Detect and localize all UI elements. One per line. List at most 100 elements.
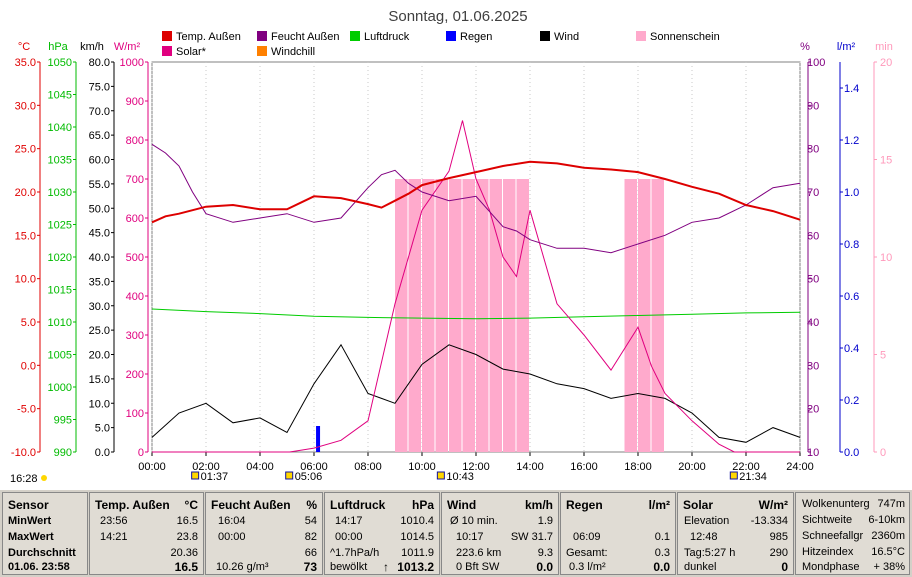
legend-label: Feucht Außen bbox=[271, 31, 340, 43]
wind-dist-avg: 9.3 bbox=[537, 547, 553, 559]
temp-avg: 20.36 bbox=[170, 547, 198, 559]
pressure-min-time: 14:17 bbox=[335, 515, 363, 527]
time-tick-label: 22:00 bbox=[732, 461, 760, 473]
tick-label: 20 bbox=[807, 404, 819, 416]
wind-title: Wind bbox=[447, 498, 477, 512]
tick-label: 700 bbox=[126, 174, 144, 186]
pressure-current: 1013.2 bbox=[397, 560, 434, 574]
tick-label: 0.0 bbox=[21, 360, 36, 372]
rain-val: 0.1 bbox=[654, 531, 670, 543]
legend-label: Wind bbox=[554, 31, 579, 43]
row-min-label: MinWert bbox=[8, 515, 52, 527]
tick-label: 65.0 bbox=[89, 130, 110, 142]
tick-label: 0.6 bbox=[844, 291, 859, 303]
solar-current: 0 bbox=[781, 560, 788, 574]
temp-current: 16.5 bbox=[174, 560, 198, 574]
info-label: Sichtweite bbox=[802, 514, 853, 526]
wind-gust-time: 10:17 bbox=[456, 531, 484, 543]
tick-label: 1015 bbox=[48, 285, 72, 297]
legend-label: Luftdruck bbox=[364, 31, 410, 43]
legend-swatch bbox=[540, 31, 550, 41]
tick-label: 80.0 bbox=[89, 57, 110, 69]
moon-phase-marker-label: 10:43 bbox=[446, 471, 474, 483]
info-box: Wolkenunterg 747m Sichtweite 6-10km Schnee… bbox=[795, 492, 910, 575]
pressure-max-time: 00:00 bbox=[335, 531, 363, 543]
time-tick-label: 20:00 bbox=[678, 461, 706, 473]
time-tick-label: 18:00 bbox=[624, 461, 652, 473]
solar-elev: -13.334 bbox=[750, 515, 788, 527]
tick-label: 5.0 bbox=[21, 317, 36, 329]
tick-label: 45.0 bbox=[89, 228, 110, 240]
bars-layer bbox=[316, 179, 664, 452]
tick-label: 25.0 bbox=[15, 144, 36, 156]
series-line bbox=[151, 343, 801, 443]
rain-unit: l/m² bbox=[837, 41, 856, 53]
time-tick-label: 12:00 bbox=[462, 461, 490, 473]
legend: Temp. Außen Feucht Außen Luftdruck Regen Win… bbox=[162, 31, 720, 58]
tick-label: 20.0 bbox=[89, 350, 110, 362]
rain-total: 0.3 bbox=[654, 547, 670, 559]
humidity-box: Feucht Außen% 16:04 54 00:00 82 66 10.26 g… bbox=[205, 492, 323, 575]
tick-label: 200 bbox=[126, 369, 144, 381]
pressure-avg: 1011.9 bbox=[401, 547, 434, 559]
tick-label: 40 bbox=[807, 317, 819, 329]
time-tick-label: 04:00 bbox=[246, 461, 274, 473]
solar-val: 985 bbox=[769, 531, 788, 543]
tick-label: 70.0 bbox=[89, 106, 110, 118]
tick-label: 10.0 bbox=[15, 274, 36, 286]
tick-label: 100 bbox=[807, 57, 825, 69]
tick-label: 400 bbox=[126, 291, 144, 303]
solar-day-label: Tag:5:27 h bbox=[684, 547, 736, 559]
sunset-marker-icon bbox=[729, 471, 738, 480]
tick-label: 1005 bbox=[48, 350, 72, 362]
legend-swatch bbox=[446, 31, 456, 41]
pressure-max: 1014.5 bbox=[400, 531, 434, 543]
pressure-title: Luftdruck bbox=[330, 498, 386, 512]
time-tick-label: 06:00 bbox=[300, 461, 328, 473]
info-label: Wolkenunterg bbox=[802, 498, 870, 510]
tick-label: 1000 bbox=[48, 382, 72, 394]
tick-label: 1035 bbox=[48, 155, 72, 167]
tick-label: 1020 bbox=[48, 252, 72, 264]
humidity-unit: % bbox=[306, 498, 317, 512]
sunshine-unit: min bbox=[875, 41, 893, 53]
tick-label: 60.0 bbox=[89, 155, 110, 167]
time-tick-label: 16:00 bbox=[570, 461, 598, 473]
tick-label: 15.0 bbox=[89, 374, 110, 386]
tick-label: -10.0 bbox=[11, 447, 36, 459]
temp-unit: °C bbox=[184, 498, 198, 512]
wind-unit: km/h bbox=[524, 498, 553, 512]
humidity-title: Feucht Außen bbox=[211, 498, 291, 512]
solar-elev-label: Elevation bbox=[684, 515, 730, 527]
tick-label: 20.0 bbox=[15, 187, 36, 199]
tick-label: 1000 bbox=[120, 57, 144, 69]
series-line bbox=[151, 143, 801, 254]
sunset-marker-label: 21:34 bbox=[739, 471, 767, 483]
moonrise-marker-label: 01:37 bbox=[201, 471, 229, 483]
sensor-box: Sensor MinWert MaxWert Durchschnitt 01.0… bbox=[2, 492, 88, 575]
humidity-max: 82 bbox=[304, 531, 317, 543]
tick-label: 10.0 bbox=[89, 398, 110, 410]
solar-box: Solar W/m² Elevation -13.334 12:48 985 Tag:… bbox=[677, 492, 794, 575]
legend-label: Sonnenschein bbox=[650, 31, 720, 43]
tick-label: 1045 bbox=[48, 90, 72, 102]
sunshine-bar bbox=[395, 179, 408, 452]
sunshine-bar bbox=[503, 179, 516, 452]
row-avg-label: Durchschnitt bbox=[8, 547, 76, 559]
row-max-label: MaxWert bbox=[8, 531, 54, 543]
tick-label: 600 bbox=[126, 213, 144, 225]
solar-day-val: 290 bbox=[769, 547, 788, 559]
pressure-trend: ^1.7hPa/h bbox=[330, 547, 380, 559]
tick-label: 15 bbox=[880, 155, 892, 167]
wind-current: 0.0 bbox=[536, 560, 553, 574]
temp-unit: °C bbox=[18, 41, 30, 53]
sensor-title: Sensor bbox=[8, 498, 49, 512]
tick-label: 15.0 bbox=[15, 230, 36, 242]
tick-label: 10 bbox=[880, 252, 892, 264]
tick-label: 35.0 bbox=[89, 276, 110, 288]
tick-label: 40.0 bbox=[89, 252, 110, 264]
tick-label: 50 bbox=[807, 274, 819, 286]
legend-swatch bbox=[162, 31, 172, 41]
humidity-min-time: 16:04 bbox=[218, 515, 246, 527]
axes: 35.0 30.0 25.0 20.0 15.0 10.0 5.0 0.0 -5.0 -10.0 °… bbox=[11, 41, 893, 473]
